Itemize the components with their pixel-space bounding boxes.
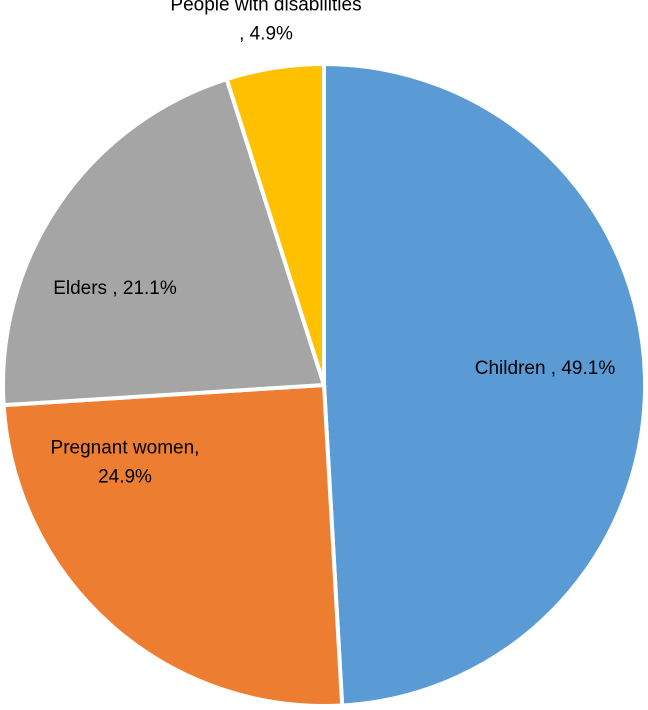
label-line: 24.9% [98,467,152,488]
label-line: , 4.9% [239,24,293,45]
slice-elders [1,76,327,408]
pie-slices [1,61,648,708]
label-line: People with disabilities [170,0,361,16]
pie-labels: Children , 49.1% Pregnant women, 24.9% Elde… [51,0,616,488]
slice-pregnant-women [1,382,345,708]
slice-children [322,61,648,708]
label-children: Children , 49.1% [475,358,616,379]
label-people-with-disabilities: People with disabilities , 4.9% [170,0,361,45]
label-line: Elders , 21.1% [53,278,177,299]
label-line: Children , 49.1% [475,358,616,379]
label-pregnant-women: Pregnant women, 24.9% [51,438,200,488]
slice-people-with-disabilities [224,61,326,386]
label-line: Pregnant women, [51,438,200,459]
label-elders: Elders , 21.1% [53,278,177,299]
